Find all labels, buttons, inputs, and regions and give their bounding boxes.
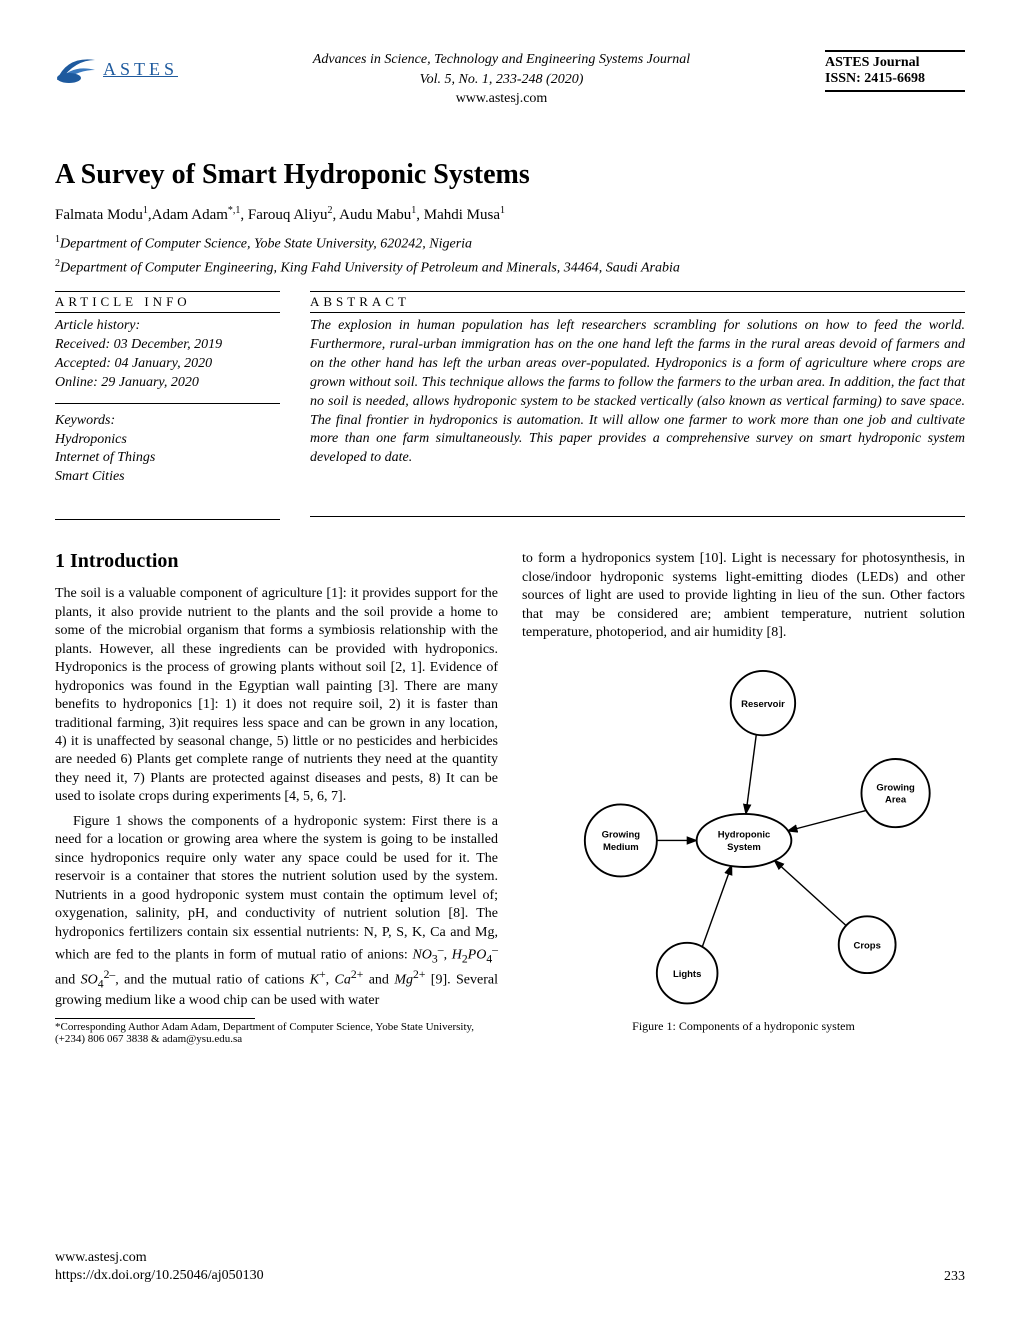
left-column: 1 Introduction The soil is a valuable co… [55,550,498,1045]
keywords-label: Keywords: [55,412,280,431]
corresponding-footnote: *Corresponding Author Adam Adam, Departm… [55,1021,498,1045]
keyword: Internet of Things [55,449,280,468]
journal-vol: Vol. 5, No. 1, 233-248 (2020) [178,70,825,90]
journal-citation: Advances in Science, Technology and Engi… [178,50,825,109]
issn-block: ASTES Journal ISSN: 2415-6698 [825,50,965,92]
keyword: Hydroponics [55,431,280,450]
svg-text:Area: Area [885,794,907,805]
section-heading: 1 Introduction [55,550,498,573]
article-history: Article history: Received: 03 December, … [55,313,280,404]
journal-short: ASTES Journal [825,55,965,71]
journal-name: Advances in Science, Technology and Engi… [178,50,825,70]
journal-url: www.astesj.com [178,89,825,109]
body-columns: 1 Introduction The soil is a valuable co… [55,550,965,1045]
affil-text: Department of Computer Engineering, King… [60,261,680,276]
svg-text:Crops: Crops [853,940,880,951]
svg-text:Hydroponic: Hydroponic [717,829,770,840]
intro-paragraph-1: The soil is a valuable component of agri… [55,585,498,807]
accepted-date: Accepted: 04 January, 2020 [55,355,280,374]
footnote-rule [55,1018,255,1019]
author-list: Falmata Modu1,Adam Adam*,1, Farouq Aliyu… [55,207,505,223]
history-label: Article history: [55,317,280,336]
page-number: 233 [944,1269,965,1285]
abstract-col: ABSTRACT The explosion in human populati… [310,291,965,520]
affiliation-1: 1Department of Computer Science, Yobe St… [55,234,965,253]
authors-line: Falmata Modu1,Adam Adam*,1, Farouq Aliyu… [55,205,965,224]
intro-paragraph-3: to form a hydroponics system [10]. Light… [522,550,965,642]
svg-text:Lights: Lights [672,968,700,979]
received-date: Received: 03 December, 2019 [55,336,280,355]
footer-left: www.astesj.com https://dx.doi.org/10.250… [55,1249,264,1285]
info-abstract-row: ARTICLE INFO Article history: Received: … [55,291,965,520]
keywords-block: Keywords: Hydroponics Internet of Things… [55,404,280,521]
figure-caption: Figure 1: Components of a hydroponic sys… [632,1019,855,1034]
abstract-underline [310,516,965,517]
figure-1: Hydroponic System Reservoir Growing Medium Li… [522,651,965,1034]
svg-text:Growing: Growing [876,782,915,793]
right-column: to form a hydroponics system [10]. Light… [522,550,965,1045]
affiliation-2: 2Department of Computer Engineering, Kin… [55,258,965,277]
abstract-label: ABSTRACT [310,291,965,313]
affil-text: Department of Computer Science, Yobe Sta… [60,236,472,251]
astes-logo-icon [55,50,97,88]
svg-text:Growing: Growing [601,829,640,840]
footer-doi: https://dx.doi.org/10.25046/aj050130 [55,1267,264,1285]
hydroponic-diagram: Hydroponic System Reservoir Growing Medium Li… [544,651,944,1011]
intro-paragraph-2: Figure 1 shows the components of a hydro… [55,813,498,1010]
abstract-text: The explosion in human population has le… [310,313,965,468]
svg-text:System: System [727,842,761,853]
publisher-logo: ASTES [55,50,178,88]
footer-url: www.astesj.com [55,1249,264,1267]
journal-issn: ISSN: 2415-6698 [825,71,965,87]
article-info-label: ARTICLE INFO [55,291,280,313]
journal-header: ASTES Advances in Science, Technology an… [55,50,965,109]
logo-text: ASTES [103,59,178,80]
paper-title: A Survey of Smart Hydroponic Systems [55,159,965,191]
page-footer: www.astesj.com https://dx.doi.org/10.250… [55,1249,965,1285]
online-date: Online: 29 January, 2020 [55,374,280,393]
svg-text:Medium: Medium [602,842,638,853]
article-info-col: ARTICLE INFO Article history: Received: … [55,291,280,520]
keyword: Smart Cities [55,468,280,487]
svg-text:Reservoir: Reservoir [741,698,785,709]
